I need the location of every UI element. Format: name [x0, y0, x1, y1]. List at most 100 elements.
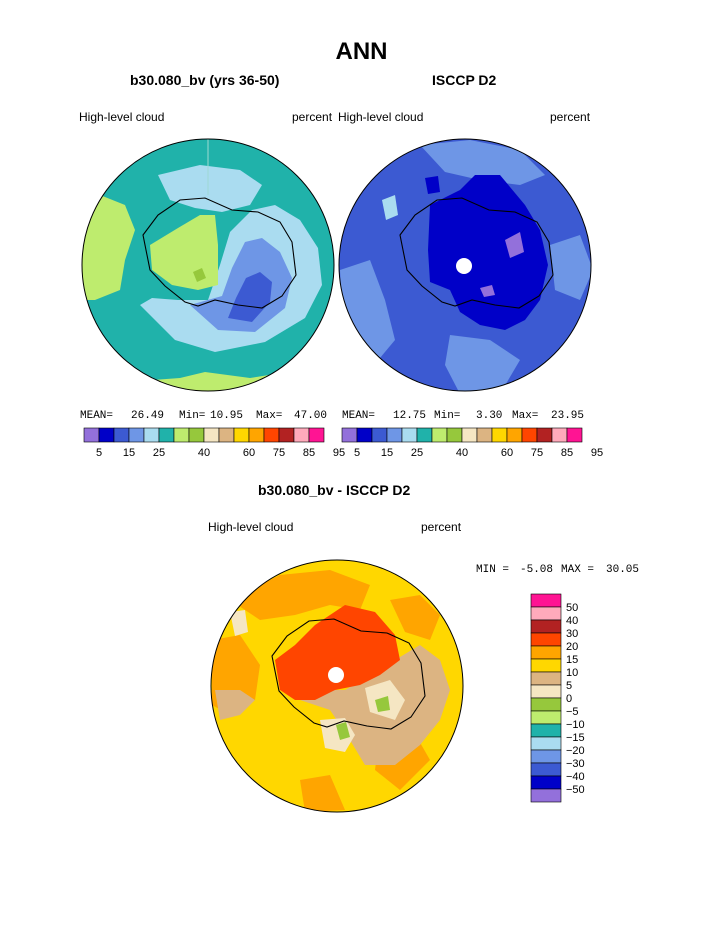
- panel3-colorbar-tick-label: −50: [566, 784, 585, 796]
- panel3-max-label: MAX =: [561, 564, 595, 576]
- panel2-colorbar-tick-label: 85: [561, 447, 573, 459]
- panel1-colorbar-tick-label: 40: [198, 447, 210, 459]
- panel3-colorbar-tick-label: 5: [566, 680, 572, 692]
- panel1-region-a: [82, 195, 135, 300]
- panel1-colorbar-swatch: [233, 427, 250, 443]
- panel2-left-label: High-level cloud: [338, 110, 424, 124]
- panel2-colorbar-swatch: [401, 427, 418, 443]
- panel3-region-c: [390, 595, 440, 640]
- panel1-colorbar-swatch: [128, 427, 145, 443]
- panel2-colorbar: 5 15 25 40 60 75 85 95: [341, 427, 603, 459]
- panel2-colorbar-swatch: [416, 427, 433, 443]
- panel1-outline: [81, 138, 335, 392]
- panel2-pole-mask: [456, 258, 472, 274]
- panel2-colorbar-tick-label: 5: [354, 447, 360, 459]
- panel1-colorbar-swatch: [203, 427, 220, 443]
- panel2-colorbar-swatch: [476, 427, 493, 443]
- panel3-region-m: [275, 605, 400, 700]
- panel2-colorbar-tick-label: 40: [456, 447, 468, 459]
- panel2-region-i: [480, 285, 495, 297]
- panel1-colorbar-tick-label: 95: [333, 447, 345, 459]
- panel3-colorbar-swatch: [530, 762, 562, 777]
- panel3-colorbar-swatch: [530, 684, 562, 699]
- panel3-colorbar-swatch: [530, 619, 562, 634]
- panel2-colorbar-tick-label: 95: [591, 447, 603, 459]
- panel1-mean-label: MEAN=: [80, 410, 114, 422]
- panel2-colorbar-swatch: [566, 427, 583, 443]
- panel3-colorbar-swatch: [530, 788, 562, 803]
- panel1-colorbar-tick-label: 85: [303, 447, 315, 459]
- panel3-outline: [210, 559, 464, 813]
- panel1-region-f: [228, 272, 272, 322]
- panel2-colorbar-swatch: [491, 427, 508, 443]
- panel1-colorbar-swatch: [278, 427, 295, 443]
- panel1-colorbar-swatch: [158, 427, 175, 443]
- panel2-colorbar-swatch: [431, 427, 448, 443]
- panel1-colorbar-swatch: [293, 427, 310, 443]
- panel3-colorbar-swatch: [530, 710, 562, 725]
- panel2-colorbar-tick-label: 60: [501, 447, 513, 459]
- panel2-max-label: Max=: [512, 410, 539, 422]
- panel2-mean-value: 12.75: [393, 410, 427, 422]
- panel1-min-value: 10.95: [210, 410, 244, 422]
- panel1-colorbar-swatch: [308, 427, 325, 443]
- panel2-colorbar-swatch: [371, 427, 388, 443]
- panel3-left-label: High-level cloud: [208, 520, 294, 534]
- panel3-colorbar-swatch: [530, 606, 562, 621]
- panel1-map: [81, 138, 335, 392]
- panel2-colorbar-swatch: [356, 427, 373, 443]
- panel3-colorbar-tick-label: 0: [566, 693, 572, 705]
- panel3-region-h: [230, 610, 248, 636]
- panel1-max-value: 47.00: [294, 410, 328, 422]
- panel2-colorbar-swatch: [386, 427, 403, 443]
- panel3-min-label: MIN =: [476, 564, 510, 576]
- panel1-region-d: [158, 165, 262, 212]
- panel1-colorbar-swatch: [173, 427, 190, 443]
- panel2-map: [338, 138, 592, 392]
- panel3-max-value: 30.05: [606, 564, 640, 576]
- panel1-title: b30.080_bv (yrs 36-50): [130, 72, 280, 88]
- panel2-colorbar-tick-label: 75: [531, 447, 543, 459]
- panel2-right-label: percent: [550, 110, 591, 124]
- panel3-colorbar-swatch: [530, 775, 562, 790]
- panel3-colorbar-tick-label: −30: [566, 758, 585, 770]
- panel1-colorbar-swatch: [98, 427, 115, 443]
- panel3-colorbar-swatch: [530, 645, 562, 660]
- panel1-colorbar-swatch: [143, 427, 160, 443]
- panel3-colorbar-swatch: [530, 749, 562, 764]
- panel2-max-value: 23.95: [551, 410, 585, 422]
- panel2-outline: [338, 138, 592, 392]
- panel3-colorbar-tick-label: −40: [566, 771, 585, 783]
- panel3-coastline: [271, 618, 426, 730]
- figure-title: ANN: [335, 38, 388, 65]
- panel1-colorbar-tick-label: 15: [123, 447, 135, 459]
- panel3-colorbar-swatch: [530, 723, 562, 738]
- panel3-colorbar-swatch: [530, 632, 562, 647]
- panel2-coastline: [399, 197, 554, 309]
- panel2-colorbar-tick-label: 25: [411, 447, 423, 459]
- panel3-colorbar-swatch: [530, 671, 562, 686]
- panel3-colorbar-tick-label: 20: [566, 641, 578, 653]
- panel1-colorbar-swatch: [218, 427, 235, 443]
- panel1-min-label: Min=: [179, 410, 206, 422]
- panel3-region-l: [336, 722, 350, 740]
- panel2-colorbar-swatch: [506, 427, 523, 443]
- panel1-coastline: [142, 197, 297, 309]
- panel2-region-e: [382, 195, 398, 220]
- panel2-colorbar-swatch: [521, 427, 538, 443]
- panel2-colorbar-swatch: [461, 427, 478, 443]
- panel3-region-e: [300, 775, 345, 812]
- panel3-colorbar-tick-label: −10: [566, 719, 585, 731]
- panel1-region-e: [190, 238, 292, 332]
- panel2-region-h: [505, 232, 524, 258]
- panel3-region-g: [215, 690, 255, 720]
- panel3-region-k: [375, 696, 390, 712]
- panel1-right-label: percent: [292, 110, 333, 124]
- panel2-region-c: [445, 335, 520, 391]
- panel2-colorbar-swatch: [446, 427, 463, 443]
- panel3-colorbar-tick-label: −5: [566, 706, 579, 718]
- panel1-region-h: [193, 268, 206, 282]
- panel3-colorbar-swatch: [530, 658, 562, 673]
- panel1-colorbar-swatch: [263, 427, 280, 443]
